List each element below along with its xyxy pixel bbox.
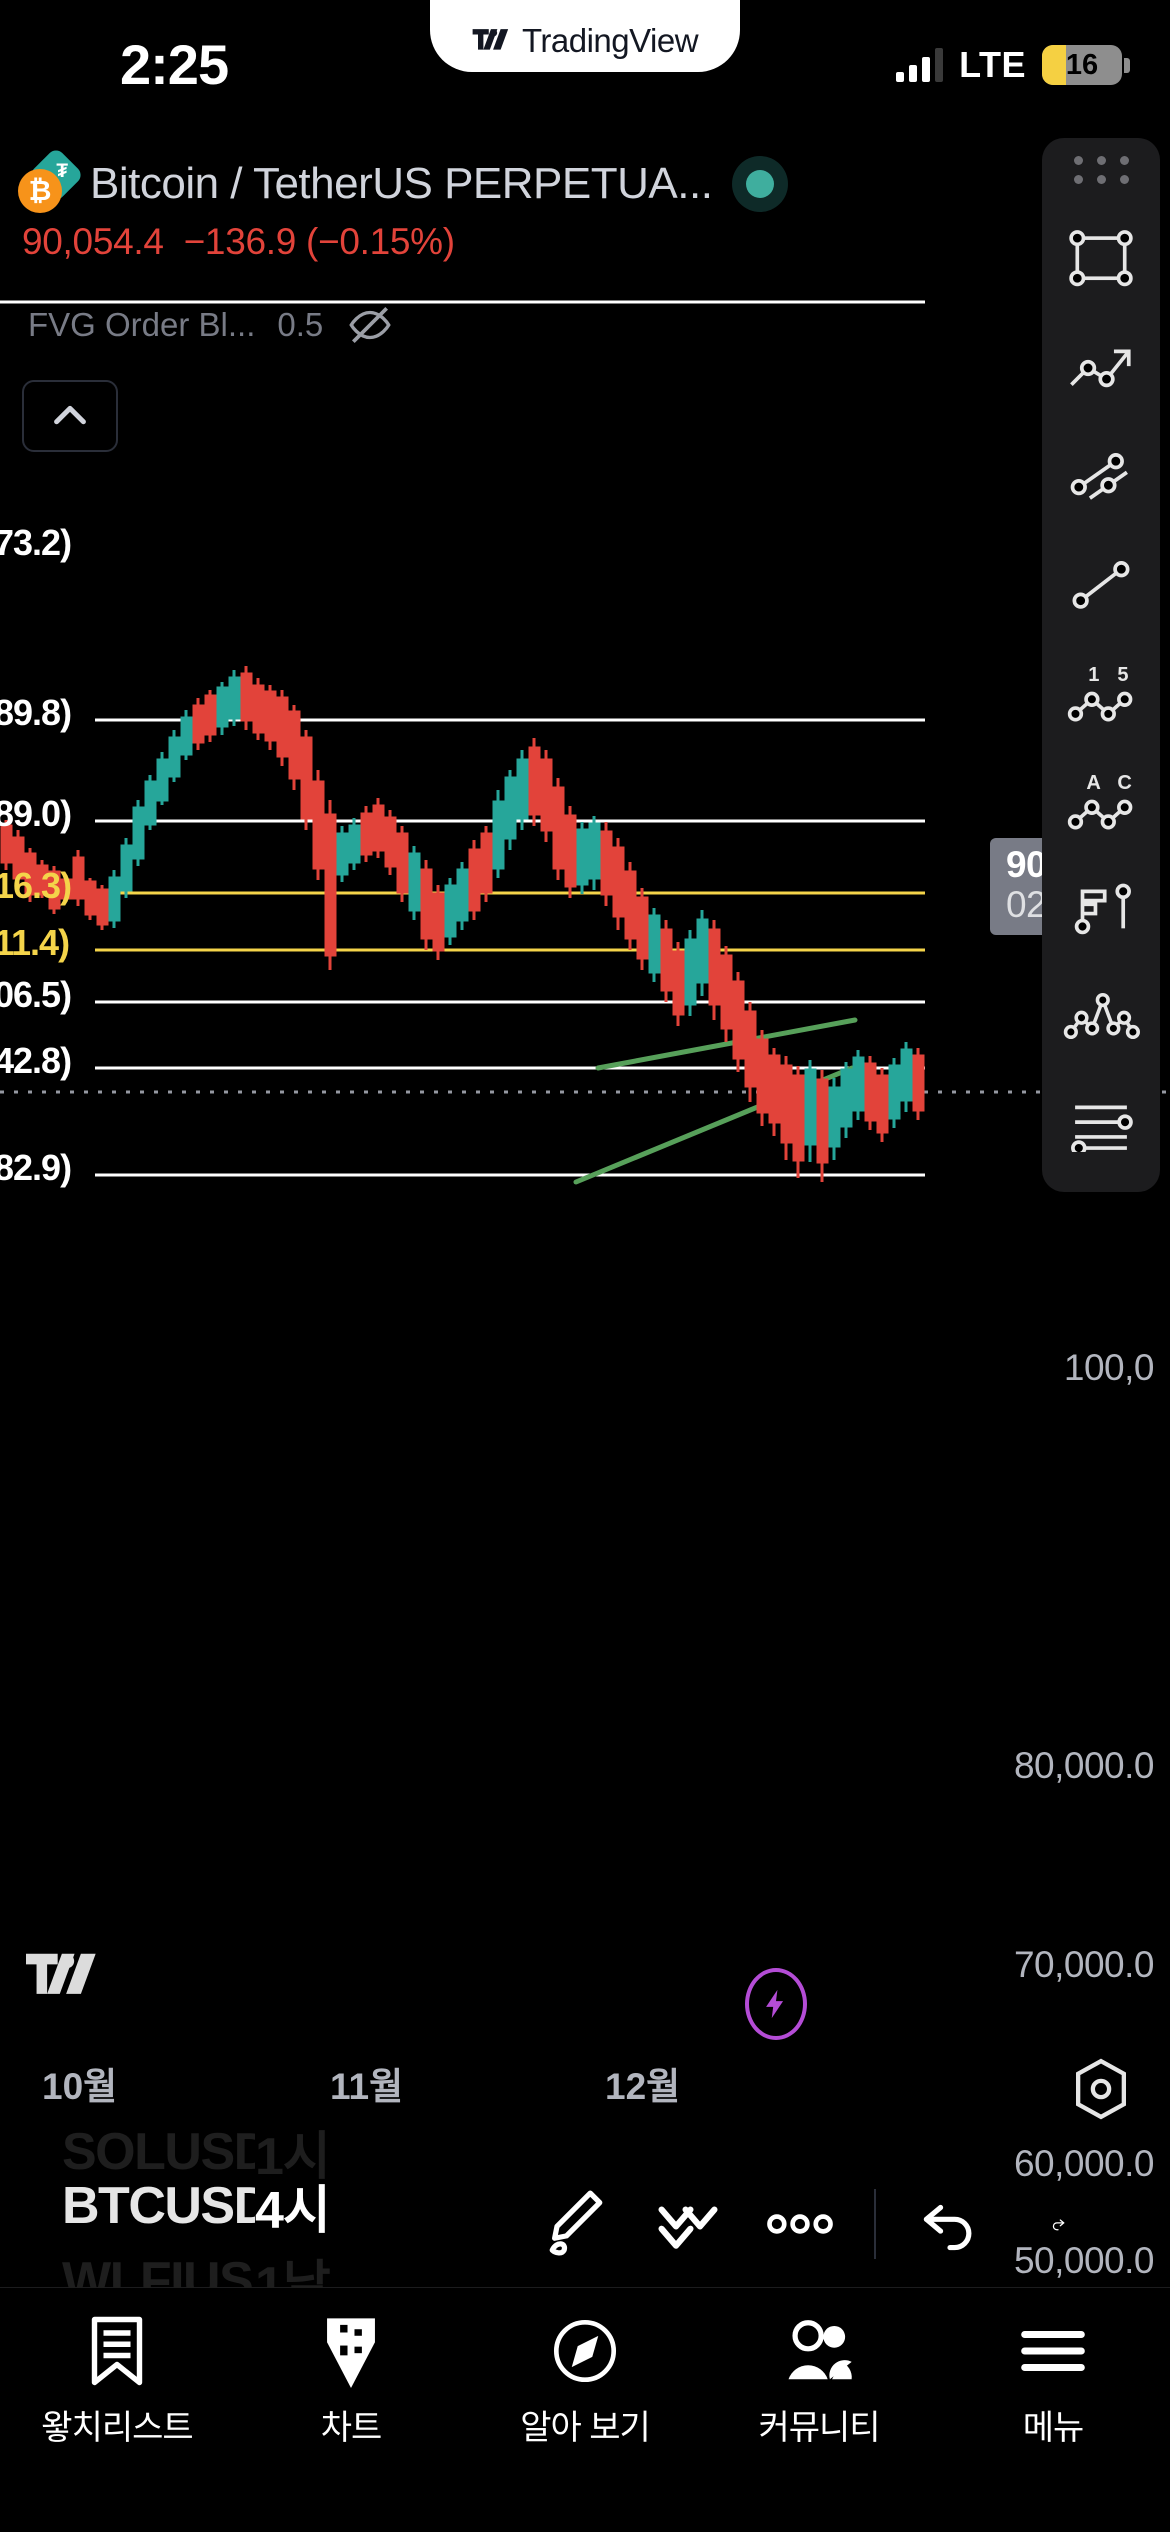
- nav-item-menu[interactable]: 메뉴: [936, 2316, 1170, 2449]
- eye-off-icon[interactable]: [345, 300, 395, 350]
- community-people-icon: [782, 2316, 856, 2386]
- hamburger-menu-icon: [1020, 2316, 1086, 2386]
- symbol-timeframe-picker[interactable]: SOLUSD 1시 BTCUSD 4시 WLFIUSD 1날: [0, 2123, 1170, 2315]
- level-label: 11.4): [0, 922, 70, 963]
- last-price: 90,054.4: [22, 221, 164, 262]
- more-options-icon[interactable]: [744, 2168, 856, 2280]
- nav-item-chart[interactable]: 차트: [234, 2316, 468, 2449]
- price-tick: 100,0: [1063, 1347, 1155, 1388]
- picker-symbol-selected[interactable]: BTCUSD: [62, 2176, 255, 2235]
- dynamic-island-label: TradingView: [521, 22, 699, 59]
- dynamic-island-app-pill[interactable]: TradingView: [430, 0, 740, 72]
- network-type-label: LTE: [959, 44, 1026, 85]
- time-tick: 11월: [330, 2066, 404, 2107]
- indicator-legend[interactable]: FVG Order Bl... 0.5: [28, 300, 395, 350]
- symbol-header[interactable]: ₮ ₿ Bitcoin / TetherUS PERPETUA... 90,05…: [0, 146, 1170, 263]
- elliott-correction-wave-icon[interactable]: A C: [1042, 746, 1160, 854]
- nav-label: 알아 보기: [520, 2409, 651, 2447]
- level-label: 06.5): [0, 974, 72, 1015]
- chart-candle-pin-icon: [321, 2316, 381, 2388]
- status-time: 2:25: [120, 33, 229, 96]
- wave-label-5: 5: [1117, 664, 1128, 686]
- bitcoin-icon: ₿: [18, 169, 62, 213]
- pitchfork-icon[interactable]: [1042, 962, 1160, 1070]
- chart-canvas: [0, 300, 1170, 1185]
- indicator-name[interactable]: FVG Order Bl...: [28, 306, 256, 343]
- wave-label-1: 1: [1088, 664, 1099, 686]
- level-label: 16.3): [0, 865, 72, 906]
- price-summary: 90,054.4 −136.9 (−0.15%): [0, 221, 1170, 263]
- level-label: 73.2): [0, 522, 72, 563]
- price-tick: 60,000.0: [1013, 2143, 1155, 2184]
- level-label: 89.8): [0, 692, 72, 733]
- indicators-chevrons-icon[interactable]: [632, 2168, 744, 2280]
- draw-pen-icon[interactable]: [520, 2168, 632, 2280]
- level-label: 89.0): [0, 793, 72, 834]
- compass-explore-icon: [551, 2316, 619, 2386]
- nav-item-explore[interactable]: 알아 보기: [468, 2316, 702, 2449]
- battery-indicator: 16: [1042, 45, 1130, 85]
- time-tick: 12월: [605, 2066, 681, 2107]
- nav-label: 커뮤니티: [758, 2409, 880, 2447]
- wave-label-a: A: [1086, 772, 1100, 794]
- price-change: −136.9: [183, 221, 297, 262]
- time-axis[interactable]: 10월 11월 12월: [0, 2050, 1170, 2140]
- lightning-bolt-icon[interactable]: [745, 1968, 807, 2040]
- picker-timeframe[interactable]: 1시: [255, 2128, 331, 2186]
- signal-bars-icon: [896, 48, 944, 82]
- drawing-toolbar[interactable]: 1 5 A C: [1042, 138, 1160, 1192]
- price-change-percent: (−0.15%): [306, 221, 455, 262]
- chevron-up-icon: [54, 405, 86, 425]
- symbol-title[interactable]: Bitcoin / TetherUS PERPETUA...: [90, 159, 713, 208]
- price-tick: 50,000.0: [1013, 2240, 1155, 2281]
- tradingview-watermark-icon: [26, 1948, 102, 2011]
- market-open-dot-icon: [732, 156, 789, 212]
- picker-row-selected[interactable]: BTCUSD 4시: [0, 2168, 1170, 2243]
- nav-label: 메뉴: [1022, 2409, 1085, 2447]
- tradingview-logo-icon: [472, 29, 509, 50]
- price-tick: 80,000.0: [1013, 1745, 1155, 1786]
- level-label: 82.9): [0, 1147, 72, 1188]
- parallel-channel-icon[interactable]: [1042, 422, 1160, 530]
- indicator-value: 0.5: [277, 306, 324, 343]
- rectangle-tool-icon[interactable]: [1042, 206, 1160, 314]
- chart-settings-icon[interactable]: [1070, 2056, 1132, 2127]
- trend-line-arrow-icon[interactable]: [1042, 314, 1160, 422]
- tether-glyph-icon: ₮: [56, 161, 68, 182]
- symbol-logo: ₮ ₿: [18, 146, 85, 213]
- drag-handle-icon[interactable]: [1073, 156, 1129, 184]
- nav-label: 왛치리스트: [41, 2409, 193, 2447]
- watchlist-bookmark-icon: [86, 2316, 148, 2386]
- status-bar: 2:25 LTE 16: [0, 0, 1170, 120]
- flag-mark-icon[interactable]: [1042, 854, 1160, 962]
- picker-symbol[interactable]: SOLUSD: [62, 2122, 255, 2181]
- candlestick-series: [0, 666, 925, 1182]
- nav-item-community[interactable]: 커뮤니티: [702, 2316, 936, 2449]
- picker-timeframe-selected[interactable]: 4시: [255, 2182, 331, 2240]
- nav-item-watchlist[interactable]: 왛치리스트: [0, 2316, 234, 2449]
- trend-line-icon[interactable]: [1042, 530, 1160, 638]
- price-tick: 70,000.0: [1013, 1944, 1155, 1985]
- bottom-navigation[interactable]: 왛치리스트 차트 알아 보기: [0, 2288, 1170, 2532]
- chart-toolbar[interactable]: [520, 2168, 1066, 2280]
- toolbar-divider: [874, 2189, 876, 2259]
- picker-row[interactable]: SOLUSD 1시: [0, 2114, 1170, 2189]
- price-chart[interactable]: 73.2) 89.8) 89.0) 16.3) 11.4) 06.5) 42.8…: [0, 230, 1170, 2060]
- level-label: 42.8): [0, 1040, 72, 1081]
- wave-label-c: C: [1117, 772, 1131, 794]
- time-tick: 10월: [42, 2066, 118, 2107]
- redo-icon[interactable]: [1006, 2168, 1066, 2280]
- nav-label: 차트: [320, 2409, 383, 2447]
- battery-percent: 16: [1065, 48, 1099, 81]
- elliott-impulse-wave-icon[interactable]: 1 5: [1042, 638, 1160, 746]
- collapse-legend-button[interactable]: [22, 380, 118, 452]
- undo-icon[interactable]: [894, 2168, 1006, 2280]
- fib-retracement-icon[interactable]: [1042, 1070, 1160, 1178]
